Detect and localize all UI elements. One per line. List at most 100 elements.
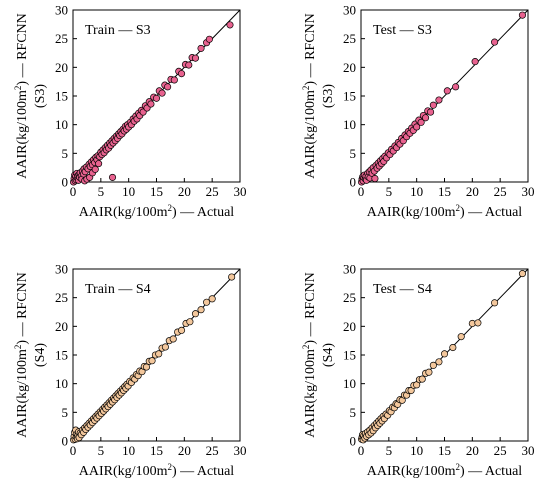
data-point — [148, 357, 156, 365]
x-axis-label-tail: ) — Actual — [172, 205, 234, 220]
data-point — [152, 94, 161, 102]
panel-title: Test — S4 — [373, 282, 432, 297]
y-tick-label: 20 — [55, 319, 68, 334]
data-point — [208, 295, 216, 303]
x-tick-label: 30 — [522, 443, 535, 458]
x-tick-label: 20 — [178, 184, 191, 199]
x-tick-label: 5 — [386, 443, 393, 458]
x-tick-label: 15 — [150, 443, 163, 458]
scatter-panel-3: 0 5 10 15 20 25 30 0 5 10 15 20 25 30 Train — S4 AAIR(k… — [13, 262, 247, 480]
data-point — [95, 160, 103, 168]
data-point — [471, 58, 479, 66]
data-point — [418, 375, 426, 383]
x-tick-label: 5 — [98, 443, 105, 458]
data-point — [191, 310, 200, 318]
y-axis-label-superscript: 2 — [301, 345, 311, 350]
data-point — [491, 299, 499, 307]
x-axis-label-main: AAIR(kg/100m — [79, 205, 168, 220]
y-tick-label: 10 — [343, 117, 356, 132]
data-point — [108, 173, 117, 181]
y-axis-sublabel: (S4) — [321, 343, 336, 367]
scatter-panel-1: 0 5 10 15 20 25 30 0 5 10 15 20 25 30 Train — S3 AAIR(k… — [13, 3, 247, 221]
x-tick-label: 15 — [438, 443, 451, 458]
data-point — [435, 358, 443, 366]
y-tick-label: 15 — [343, 348, 356, 363]
x-axis-label-superscript: 2 — [167, 462, 172, 472]
x-axis-label-superscript: 2 — [455, 462, 460, 472]
x-tick-label: 30 — [234, 184, 247, 199]
y-tick-label: 0 — [350, 434, 357, 449]
x-tick-label: 0 — [358, 184, 365, 199]
x-tick-label: 30 — [522, 184, 535, 199]
x-tick-label: 20 — [466, 184, 479, 199]
x-axis-label-superscript: 2 — [455, 203, 460, 213]
data-point — [457, 333, 465, 341]
y-tick-label: 0 — [62, 175, 69, 190]
y-tick-label: 5 — [62, 146, 69, 161]
x-tick-label: 10 — [410, 184, 423, 199]
data-points — [70, 273, 236, 444]
y-tick-label: 20 — [55, 60, 68, 75]
y-axis-sublabel: (S4) — [33, 343, 48, 367]
x-axis-label-main: AAIR(kg/100m — [367, 464, 456, 479]
x-axis-label-tail: ) — Actual — [460, 205, 522, 220]
y-axis-label: AAIR(kg/100m2) — RFCNN — [301, 272, 318, 438]
data-point — [226, 21, 234, 29]
y-tick-label: 25 — [343, 31, 356, 46]
data-point — [422, 114, 430, 122]
y-axis-label-tail: ) — RFCNN — [303, 272, 318, 344]
y-tick-label: 30 — [343, 3, 356, 18]
y-tick-label: 20 — [343, 60, 356, 75]
data-point — [413, 123, 421, 131]
data-point — [449, 343, 457, 352]
data-points — [70, 21, 234, 186]
x-axis-label: AAIR(kg/100m2) — Actual — [367, 462, 522, 479]
data-point — [170, 76, 178, 84]
data-point — [228, 273, 236, 281]
y-axis-label-main: AAIR(kg/100m — [15, 90, 30, 179]
data-point — [491, 38, 499, 46]
y-axis-label-main: AAIR(kg/100m — [15, 349, 30, 438]
y-axis-label-superscript: 2 — [13, 345, 23, 350]
x-axis-label: AAIR(kg/100m2) — Actual — [367, 203, 522, 220]
y-axis-label: AAIR(kg/100m2) — RFCNN — [13, 272, 30, 438]
x-axis-label-main: AAIR(kg/100m — [79, 464, 168, 479]
data-point — [371, 175, 379, 183]
x-axis-label-tail: ) — Actual — [460, 464, 522, 479]
data-point — [178, 326, 186, 334]
data-points — [358, 11, 526, 186]
data-point — [429, 101, 437, 109]
x-tick-label: 30 — [234, 443, 247, 458]
y-tick-label: 25 — [343, 290, 356, 305]
data-point — [158, 89, 166, 97]
y-tick-label: 20 — [343, 319, 356, 334]
data-point — [474, 319, 482, 327]
data-point — [142, 363, 151, 371]
y-tick-label: 10 — [55, 376, 68, 391]
scatter-panel-4: 0 5 10 15 20 25 30 0 5 10 15 20 25 30 Test — S4 AAIR(kg… — [301, 262, 535, 480]
x-tick-label: 0 — [358, 443, 365, 458]
y-tick-label: 15 — [55, 348, 68, 363]
scatter-panel-2: 0 5 10 15 20 25 30 0 5 10 15 20 25 30 Test — S3 AAIR(kg… — [301, 3, 535, 221]
y-tick-label: 0 — [350, 175, 357, 190]
data-point — [197, 306, 205, 314]
x-tick-label: 15 — [150, 184, 163, 199]
x-tick-label: 0 — [70, 443, 77, 458]
data-point — [417, 118, 425, 126]
data-point — [178, 70, 186, 78]
data-point — [443, 87, 451, 95]
y-tick-label: 30 — [55, 262, 68, 277]
y-axis-label-superscript: 2 — [13, 86, 23, 91]
y-tick-label: 30 — [343, 262, 356, 277]
data-point — [435, 96, 443, 104]
data-points — [358, 270, 526, 444]
y-tick-label: 5 — [350, 405, 357, 420]
data-point — [147, 100, 155, 108]
panel-title: Train — S3 — [85, 23, 151, 38]
data-point — [205, 35, 213, 43]
x-tick-label: 10 — [122, 184, 135, 199]
y-tick-label: 10 — [55, 117, 68, 132]
y-axis-sublabel: (S3) — [321, 84, 336, 108]
panel-title: Train — S4 — [85, 282, 151, 297]
x-tick-label: 0 — [70, 184, 77, 199]
